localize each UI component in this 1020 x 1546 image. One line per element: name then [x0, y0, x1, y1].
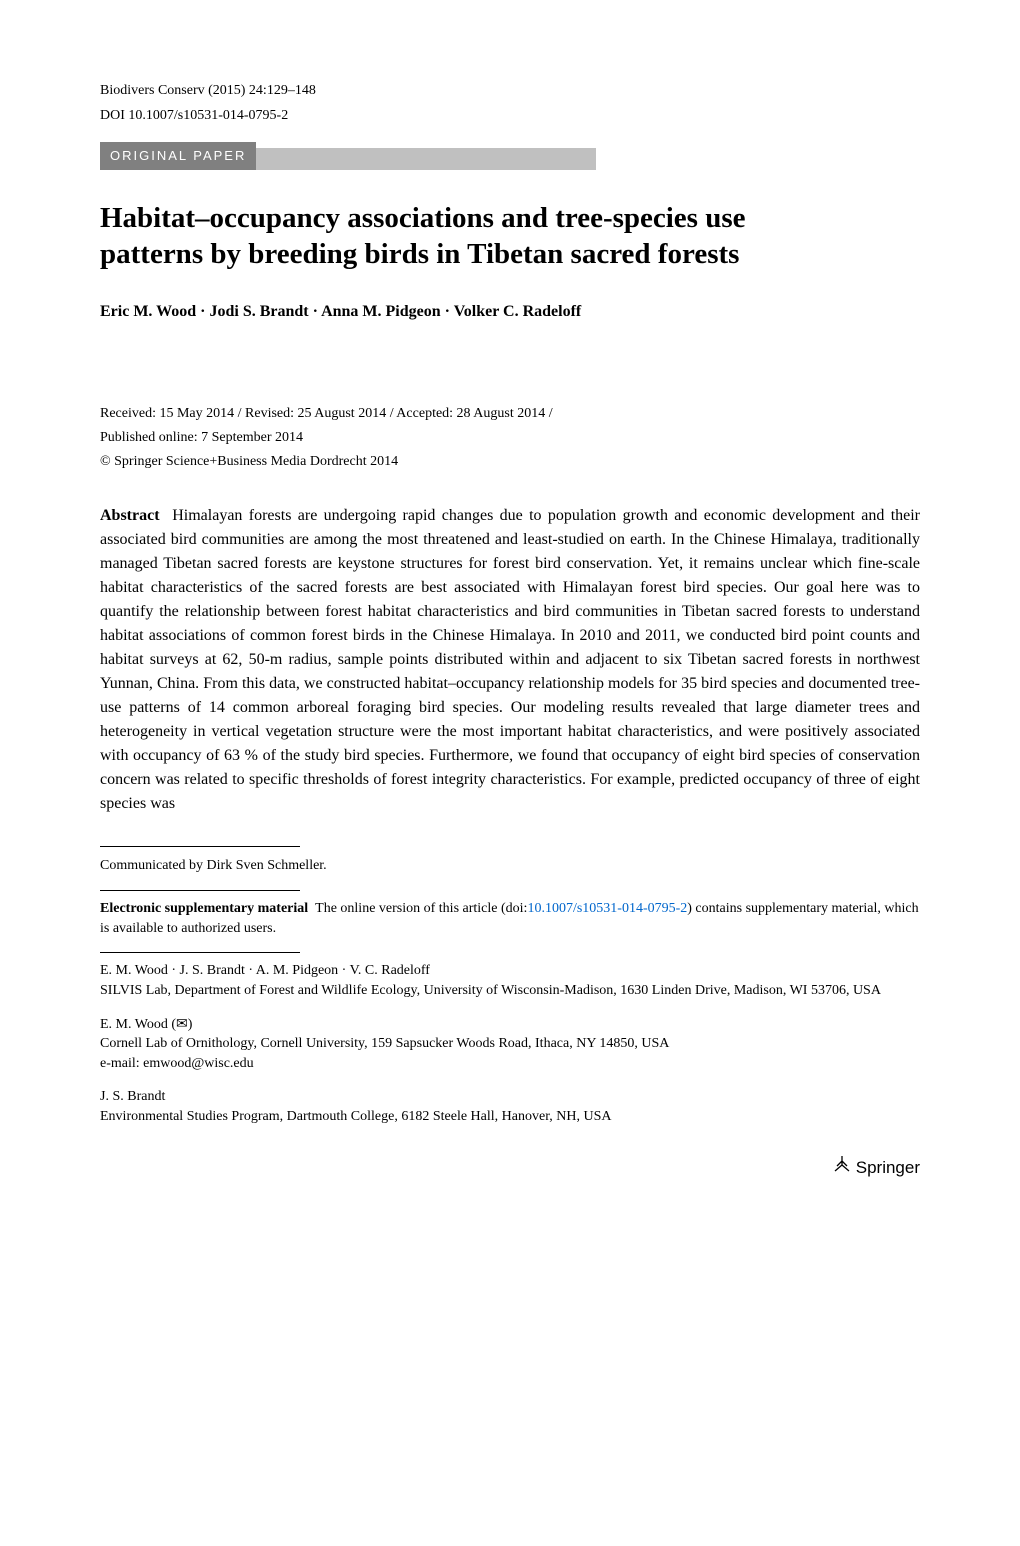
running-head-journal: Biodivers Conserv (2015) 24:129–148: [100, 80, 920, 101]
separator-rule-1: [100, 846, 300, 847]
affil1-address: SILVIS Lab, Department of Forest and Wil…: [100, 981, 920, 1001]
affil3-address: Environmental Studies Program, Dartmouth…: [100, 1107, 920, 1127]
abstract-body: Himalayan forests are undergoing rapid c…: [100, 507, 920, 812]
article-dates-line1: Received: 15 May 2014 / Revised: 25 Augu…: [100, 404, 920, 424]
publisher-footer: Springer: [100, 1155, 920, 1183]
author-list: Eric M. Wood · Jodi S. Brandt · Anna M. …: [100, 300, 920, 324]
publisher-name: Springer: [856, 1158, 920, 1177]
affil3-names: J. S. Brandt: [100, 1087, 920, 1107]
springer-logo-icon: [832, 1155, 852, 1183]
affil2-names: E. M. Wood (✉): [100, 1015, 920, 1035]
article-type-badge: ORIGINAL PAPER: [100, 142, 256, 170]
separator-rule-2: [100, 890, 300, 891]
affil2-email: e-mail: emwood@wisc.edu: [100, 1054, 920, 1074]
affiliation-2: E. M. Wood (✉) Cornell Lab of Ornitholog…: [100, 1015, 920, 1074]
title-line-1: Habitat–occupancy associations and tree-…: [100, 202, 746, 234]
abstract-label: Abstract: [100, 507, 160, 524]
affiliation-1: E. M. Wood · J. S. Brandt · A. M. Pidgeo…: [100, 961, 920, 1000]
copyright-line: © Springer Science+Business Media Dordre…: [100, 451, 920, 472]
separator-rule-3: [100, 952, 300, 953]
affil1-names: E. M. Wood · J. S. Brandt · A. M. Pidgeo…: [100, 961, 920, 981]
esm-doi-link[interactable]: 10.1007/s10531-014-0795-2: [527, 901, 687, 916]
article-dates-line2: Published online: 7 September 2014: [100, 428, 920, 448]
esm-text-1: The online version of this article (doi:: [315, 901, 527, 916]
esm-block: Electronic supplementary material The on…: [100, 899, 920, 938]
communicated-by: Communicated by Dirk Sven Schmeller.: [100, 855, 920, 876]
affiliation-3: J. S. Brandt Environmental Studies Progr…: [100, 1087, 920, 1126]
doi-line: DOI 10.1007/s10531-014-0795-2: [100, 105, 920, 126]
article-type-row: ORIGINAL PAPER: [100, 142, 920, 170]
article-title: Habitat–occupancy associations and tree-…: [100, 200, 920, 273]
esm-label: Electronic supplementary material: [100, 901, 308, 916]
affil2-address: Cornell Lab of Ornithology, Cornell Univ…: [100, 1034, 920, 1054]
abstract-paragraph: Abstract Himalayan forests are undergoin…: [100, 504, 920, 816]
article-type-bar: [256, 148, 596, 170]
title-line-2: patterns by breeding birds in Tibetan sa…: [100, 238, 739, 270]
